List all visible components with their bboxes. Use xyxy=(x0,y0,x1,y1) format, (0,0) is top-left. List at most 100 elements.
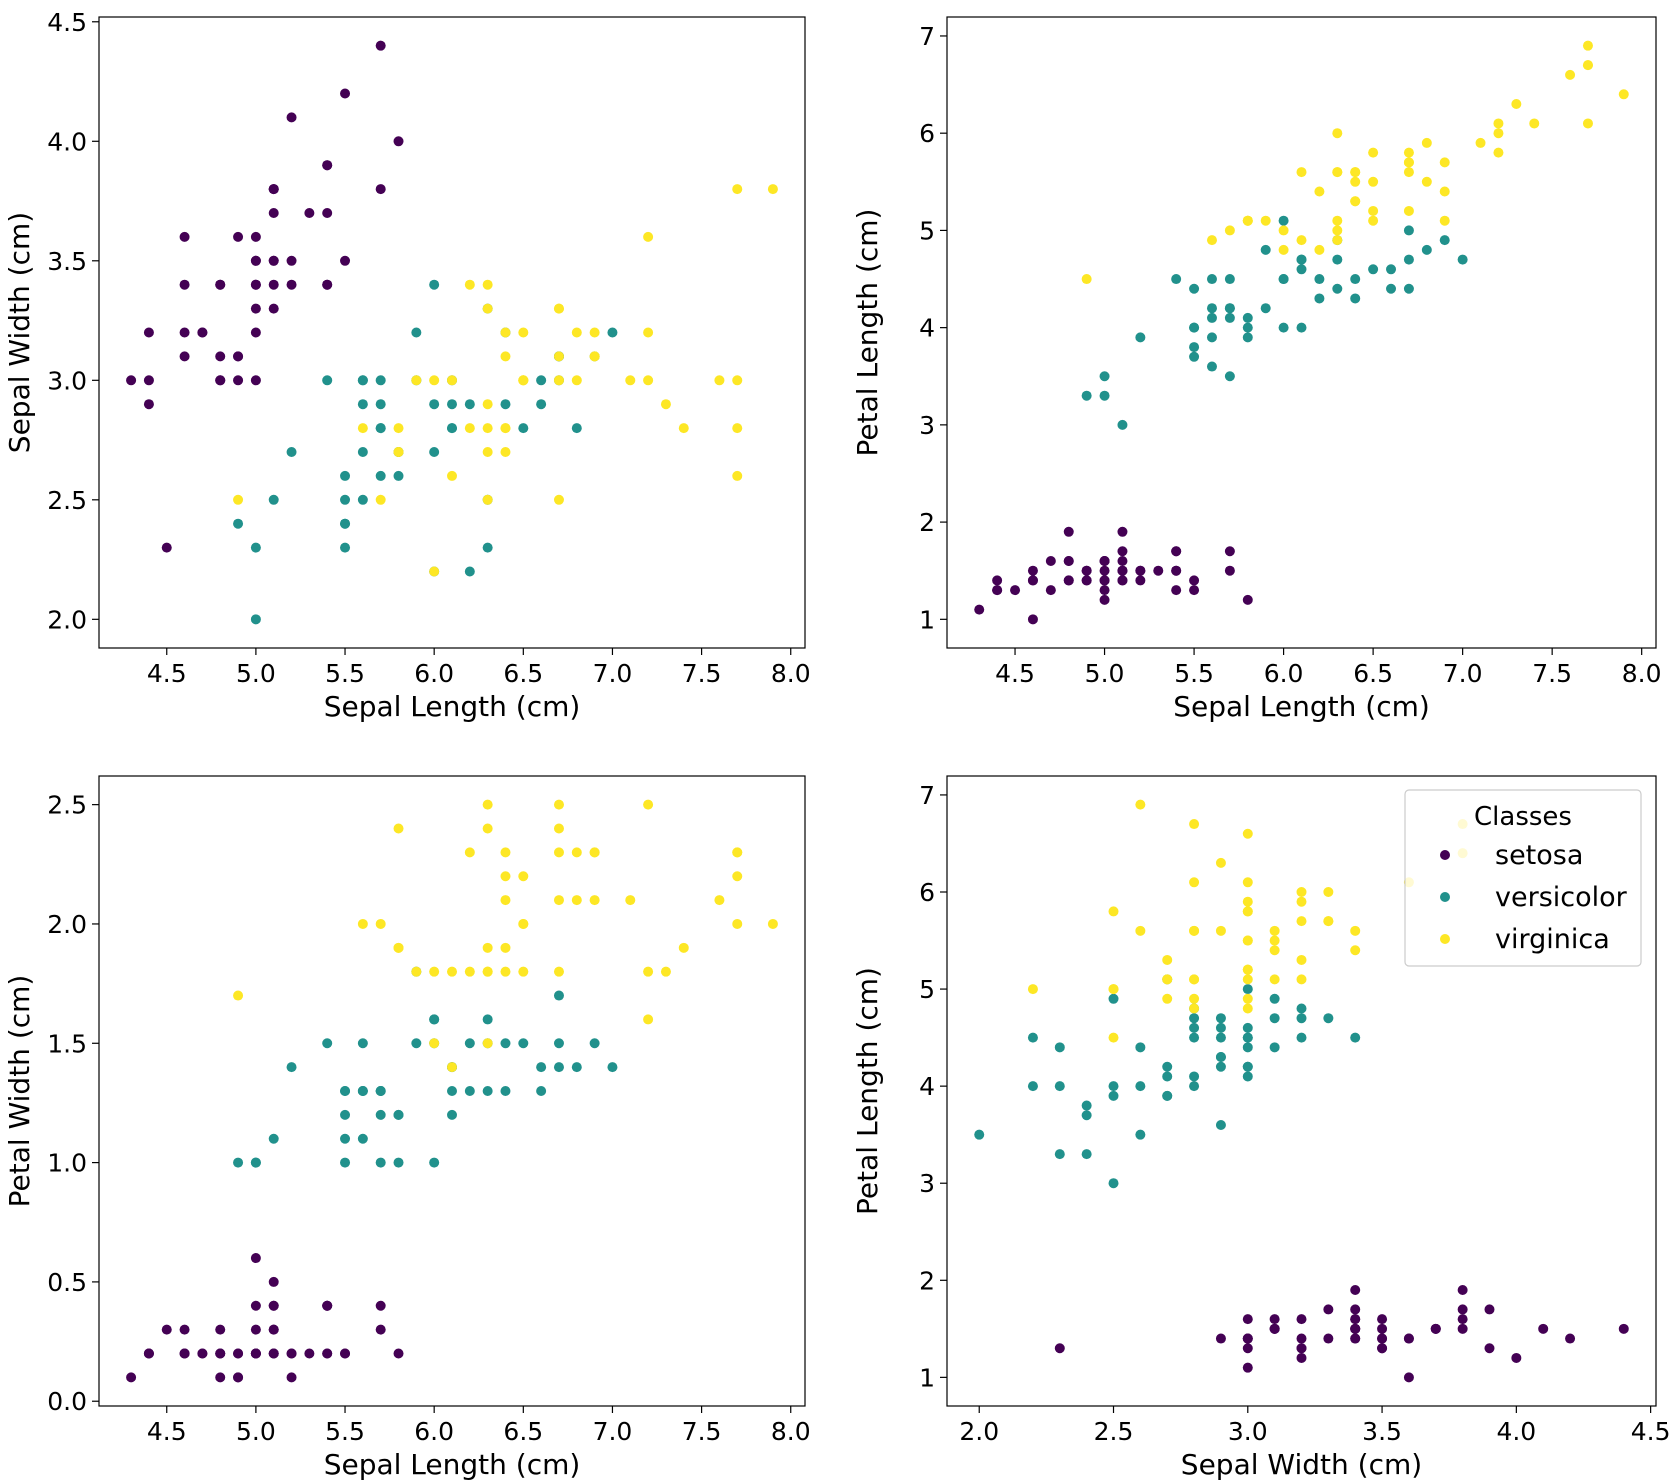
legend-label-setosa: setosa xyxy=(1495,840,1583,871)
point-virginica-8 xyxy=(553,494,564,505)
point-virginica-45 xyxy=(1403,205,1414,216)
point-virginica-6 xyxy=(233,990,244,1001)
point-versicolor-37 xyxy=(482,542,493,553)
point-virginica-29 xyxy=(643,375,654,386)
point-versicolor-48 xyxy=(268,1133,279,1144)
x-tick-label: 2.5 xyxy=(1094,1417,1134,1446)
point-setosa-49 xyxy=(250,303,261,314)
y-tick-label: 4.0 xyxy=(47,127,87,156)
point-virginica-44 xyxy=(1323,916,1334,927)
point-versicolor-30 xyxy=(1189,342,1200,353)
point-versicolor-1 xyxy=(1350,274,1361,285)
point-setosa-48 xyxy=(1430,1323,1441,1334)
point-virginica-46 xyxy=(1108,984,1119,995)
point-virginica-49 xyxy=(411,966,422,977)
data-points xyxy=(126,40,778,625)
point-versicolor-32 xyxy=(1242,332,1253,343)
x-tick-label: 5.0 xyxy=(1085,659,1125,688)
subplot-2: 4.5 5.0 5.5 6.0 6.5 7.0 7.5 8.0 1 2 3 4 5 6 7 Sepal Len… xyxy=(851,16,1662,723)
point-versicolor-35 xyxy=(1350,1032,1361,1043)
point-virginica-49 xyxy=(1242,974,1253,985)
point-versicolor-30 xyxy=(340,1133,351,1144)
point-virginica-48 xyxy=(1350,945,1361,956)
point-setosa-40 xyxy=(1099,585,1110,596)
point-virginica-27 xyxy=(447,375,457,386)
x-tick-label: 6.5 xyxy=(503,1417,543,1446)
point-versicolor-40 xyxy=(1135,1042,1146,1053)
x-tick-label: 5.5 xyxy=(325,1417,365,1446)
point-versicolor-16 xyxy=(357,1038,368,1049)
point-versicolor-19 xyxy=(1206,332,1217,343)
point-virginica-6 xyxy=(1108,1032,1119,1043)
point-setosa-37 xyxy=(1081,575,1092,586)
point-virginica-4 xyxy=(1368,147,1379,158)
point-versicolor-21 xyxy=(1296,322,1307,333)
point-virginica-39 xyxy=(589,895,600,906)
point-versicolor-0 xyxy=(1296,1013,1307,1024)
point-versicolor-11 xyxy=(1260,303,1271,314)
point-versicolor-4 xyxy=(518,1038,529,1049)
point-virginica-11 xyxy=(1162,954,1173,965)
point-versicolor-21 xyxy=(447,1086,457,1096)
x-tick-label: 7.0 xyxy=(1443,659,1483,688)
point-virginica-2 xyxy=(1475,137,1486,148)
point-setosa-14 xyxy=(1511,1352,1522,1363)
point-versicolor-26 xyxy=(571,423,582,434)
point-setosa-39 xyxy=(1117,565,1128,576)
point-versicolor-16 xyxy=(1206,274,1217,285)
point-setosa-46 xyxy=(268,184,279,195)
x-tick-label: 4.5 xyxy=(147,1417,187,1446)
point-virginica-23 xyxy=(482,447,493,458)
x-tick-label: 3.0 xyxy=(1228,1417,1268,1446)
point-setosa-29 xyxy=(1045,555,1056,566)
point-setosa-38 xyxy=(1242,1343,1253,1354)
point-virginica-45 xyxy=(553,375,564,386)
point-setosa-15 xyxy=(375,1300,386,1311)
point-virginica-26 xyxy=(1314,244,1325,255)
point-virginica-17 xyxy=(732,184,743,195)
x-tick-label: 5.0 xyxy=(236,659,276,688)
point-setosa-43 xyxy=(1377,1314,1388,1325)
point-setosa-28 xyxy=(1135,575,1146,586)
point-virginica-13 xyxy=(375,918,386,929)
point-versicolor-43 xyxy=(1099,390,1110,401)
point-versicolor-48 xyxy=(1117,419,1128,430)
point-versicolor-20 xyxy=(1296,1003,1307,1014)
point-setosa-40 xyxy=(250,1324,261,1335)
x-tick-label: 7.0 xyxy=(593,1417,633,1446)
point-versicolor-36 xyxy=(1269,1013,1280,1024)
point-virginica-38 xyxy=(429,966,440,977)
point-setosa-45 xyxy=(1242,1333,1253,1344)
point-setosa-18 xyxy=(375,1324,386,1335)
point-virginica-37 xyxy=(500,966,511,977)
point-versicolor-44 xyxy=(1206,303,1217,314)
point-setosa-32 xyxy=(286,1372,297,1383)
point-virginica-35 xyxy=(732,375,743,386)
point-versicolor-25 xyxy=(1386,283,1397,294)
point-setosa-30 xyxy=(215,351,226,362)
y-tick-label: 2.0 xyxy=(47,605,87,634)
x-tick-label: 4.0 xyxy=(1496,1417,1536,1446)
point-virginica-35 xyxy=(1242,877,1253,888)
point-virginica-15 xyxy=(500,327,511,338)
point-setosa-41 xyxy=(1054,1343,1065,1354)
point-versicolor-1 xyxy=(1296,1032,1307,1043)
point-versicolor-42 xyxy=(1242,322,1253,333)
point-setosa-32 xyxy=(1538,1323,1549,1334)
point-virginica-43 xyxy=(1296,896,1307,907)
point-versicolor-15 xyxy=(1269,1042,1280,1053)
point-virginica-2 xyxy=(1242,896,1253,907)
x-axis-label: Sepal Length (cm) xyxy=(324,1448,581,1481)
point-versicolor-7 xyxy=(233,518,244,529)
point-virginica-28 xyxy=(500,895,511,906)
point-versicolor-26 xyxy=(571,1062,582,1073)
point-virginica-47 xyxy=(518,918,529,929)
point-virginica-37 xyxy=(1269,935,1280,946)
y-tick-label: 0.5 xyxy=(47,1268,87,1297)
point-setosa-46 xyxy=(1457,1314,1468,1325)
point-setosa-44 xyxy=(1457,1285,1468,1295)
point-virginica-34 xyxy=(447,1062,457,1073)
point-setosa-26 xyxy=(1350,1314,1361,1325)
point-virginica-22 xyxy=(732,918,743,929)
